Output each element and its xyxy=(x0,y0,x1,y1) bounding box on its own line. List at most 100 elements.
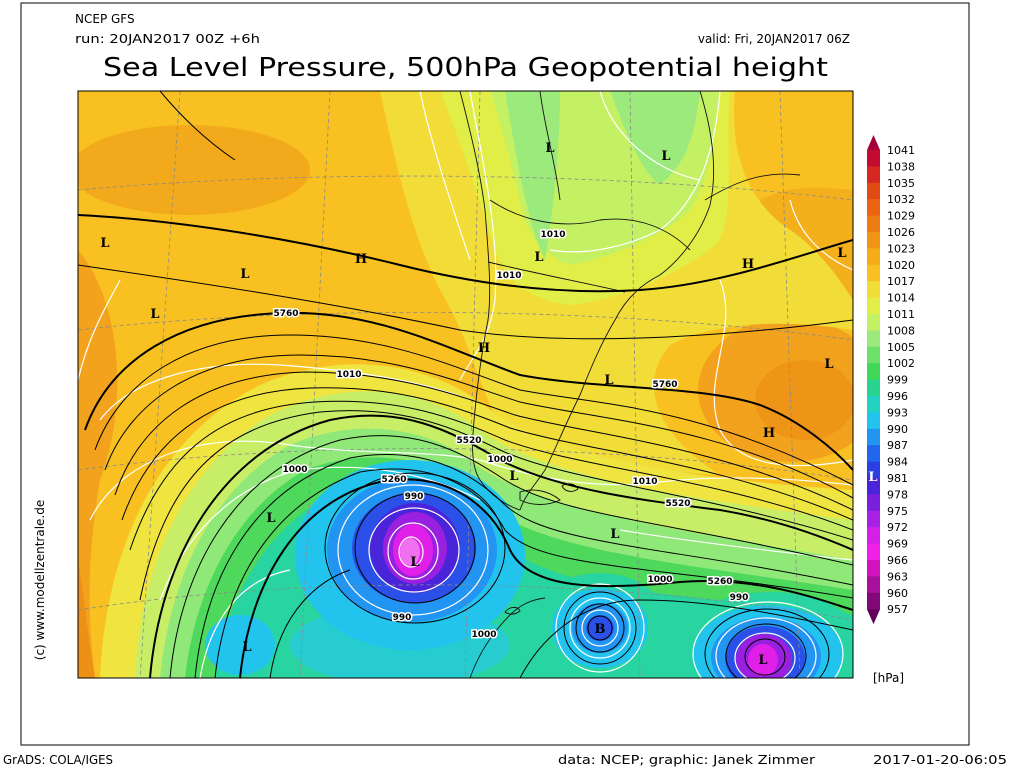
slp-contour xyxy=(619,529,853,561)
slp-contour xyxy=(599,91,701,181)
color-scale-label: 957 xyxy=(887,603,908,616)
color-scale-label: 1032 xyxy=(887,193,915,206)
contour-label: 1010 xyxy=(540,230,565,240)
contour-label: 1000 xyxy=(647,575,672,585)
height-contour xyxy=(324,472,506,624)
coastline xyxy=(519,91,715,511)
coastline xyxy=(459,91,521,511)
contour-label: 5260 xyxy=(707,577,732,587)
coastline xyxy=(469,597,546,678)
color-scale-band xyxy=(867,379,880,397)
low-shading xyxy=(586,615,614,641)
height-contour xyxy=(139,410,853,601)
color-scale-label: 969 xyxy=(887,538,908,551)
color-scale-label: 1041 xyxy=(887,144,915,157)
graticule-line xyxy=(78,584,853,621)
pressure-center-label: L xyxy=(150,307,159,322)
slp-contour xyxy=(368,507,460,593)
timestamp: 2017-01-20-06:05 xyxy=(873,753,1007,767)
graticule-line xyxy=(78,311,853,341)
contour-label: 1010 xyxy=(336,370,361,380)
color-scale-label: 1029 xyxy=(887,210,915,223)
height-contour xyxy=(239,478,853,678)
color-scale-band xyxy=(867,297,880,315)
color-scale-band xyxy=(867,363,880,380)
contour-label: 1010 xyxy=(496,271,521,281)
slp-shading-orange-dark xyxy=(755,360,853,440)
color-scale-band xyxy=(867,576,880,594)
pressure-center-label: L xyxy=(509,469,518,484)
map-border xyxy=(77,90,854,679)
color-scale-band xyxy=(867,248,880,266)
color-scale-band xyxy=(867,560,880,577)
slp-contour xyxy=(713,279,853,467)
slp-contour xyxy=(734,632,796,678)
color-scale-label: 972 xyxy=(887,521,908,534)
color-scale-label: 990 xyxy=(887,423,908,436)
color-scale-band xyxy=(867,330,880,348)
height-contour xyxy=(194,454,853,678)
height-contour xyxy=(704,608,830,678)
color-scale-band xyxy=(867,182,880,200)
contour-label: 1000 xyxy=(487,455,512,465)
color-scale-label: 1035 xyxy=(887,177,915,190)
color-scale-label: 987 xyxy=(887,439,908,452)
color-scale-band xyxy=(867,592,880,610)
slp-contour xyxy=(692,601,844,678)
color-scale-band xyxy=(867,510,880,528)
pressure-center-label: L xyxy=(824,357,833,372)
slp-contour xyxy=(99,363,471,421)
color-scale-arrow-top xyxy=(867,135,880,150)
color-scale-label: 1002 xyxy=(887,357,915,370)
color-scale-label: 978 xyxy=(887,488,908,501)
contour-label: 1000 xyxy=(282,465,307,475)
pressure-center-label: L xyxy=(837,246,846,261)
height-contour xyxy=(563,591,637,665)
color-scale-label: 996 xyxy=(887,390,908,403)
height-contour xyxy=(587,615,613,641)
coastline xyxy=(504,606,521,615)
color-scale-band xyxy=(867,281,880,298)
slp-contour xyxy=(555,583,645,673)
slp-shading-orange-dark xyxy=(78,560,95,678)
color-scale-label: 960 xyxy=(887,587,908,600)
color-scale-label: 999 xyxy=(887,374,908,387)
height-contour xyxy=(84,311,853,471)
slp-contour xyxy=(715,617,817,678)
pressure-center-label: H xyxy=(742,257,754,272)
country-border xyxy=(487,261,626,293)
height-contour xyxy=(169,435,853,678)
contour-label: 990 xyxy=(405,492,424,502)
color-scale-label: 1014 xyxy=(887,292,915,305)
slp-contour xyxy=(398,536,424,568)
pressure-center-label: L xyxy=(604,373,613,388)
pressure-center-label: L xyxy=(545,141,554,156)
pressure-center-label: L xyxy=(410,555,419,570)
pressure-center-label: B xyxy=(595,622,606,637)
height-contour xyxy=(744,638,786,676)
color-scale-band xyxy=(867,494,880,512)
height-contour xyxy=(269,569,351,678)
color-scale-labels: 1041 1038 1035 1032 1029 1026 1023 1020 1017 1014… xyxy=(887,144,915,616)
color-scale-label: 1005 xyxy=(887,341,915,354)
color-scale-bands xyxy=(867,135,880,625)
color-scale-band xyxy=(867,445,880,462)
pressure-center-label: L xyxy=(242,640,251,655)
slp-contour xyxy=(789,199,853,271)
graticule-line xyxy=(78,448,853,481)
contour-label: 5760 xyxy=(652,380,677,390)
pressure-center-label: H xyxy=(478,341,490,356)
slp-shading-band-993 xyxy=(205,615,275,675)
slp-contour xyxy=(569,597,631,659)
plot-frame xyxy=(20,2,970,746)
pressure-center-label: L xyxy=(661,149,670,164)
contour-label: 5760 xyxy=(273,309,298,319)
color-scale-band xyxy=(867,232,880,249)
slp-contour xyxy=(549,91,721,253)
country-border xyxy=(489,199,691,251)
color-scale-label: 963 xyxy=(887,570,908,583)
color-scale-unit: [hPa] xyxy=(873,671,904,685)
data-credit: data: NCEP; graphic: Janek Zimmer xyxy=(558,753,815,767)
color-scale-label: 1017 xyxy=(887,275,915,288)
